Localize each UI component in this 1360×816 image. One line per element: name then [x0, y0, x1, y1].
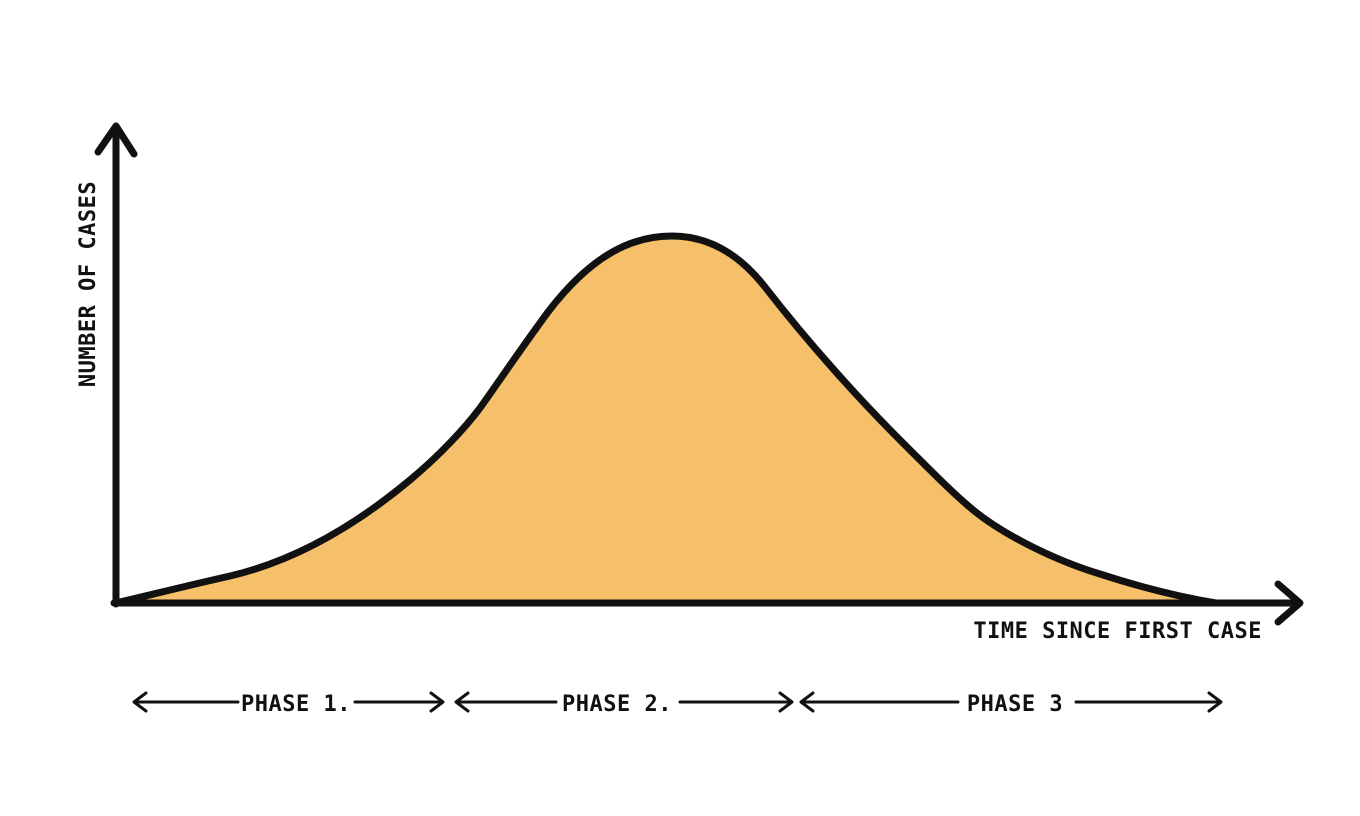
- phase-3-right-arrowhead: [1207, 691, 1223, 713]
- phase-3-span: PHASE 3: [799, 691, 1223, 717]
- x-axis-label: TIME SINCE FIRST CASE: [973, 619, 1262, 644]
- phase-3-label: PHASE 3: [967, 692, 1063, 717]
- epidemic-curve: [112, 232, 1220, 607]
- phase-2-left-arrowhead: [454, 691, 470, 713]
- phase-2-right-arrowhead: [778, 691, 794, 713]
- phase-2-label: PHASE 2.: [562, 692, 672, 717]
- phase-2-span: PHASE 2.: [454, 691, 794, 717]
- phase-1-right-arrowhead: [429, 691, 445, 713]
- y-axis: [94, 122, 138, 608]
- phase-1-left-arrowhead: [132, 691, 148, 713]
- x-axis: [110, 580, 1304, 626]
- phase-3-left-arrowhead: [799, 691, 815, 713]
- phase-1-label: PHASE 1.: [241, 692, 351, 717]
- x-axis-arrowhead: [1274, 580, 1304, 626]
- y-axis-arrowhead: [94, 122, 138, 158]
- phase-1-span: PHASE 1.: [132, 691, 445, 717]
- y-axis-label: NUMBER OF CASES: [76, 181, 101, 387]
